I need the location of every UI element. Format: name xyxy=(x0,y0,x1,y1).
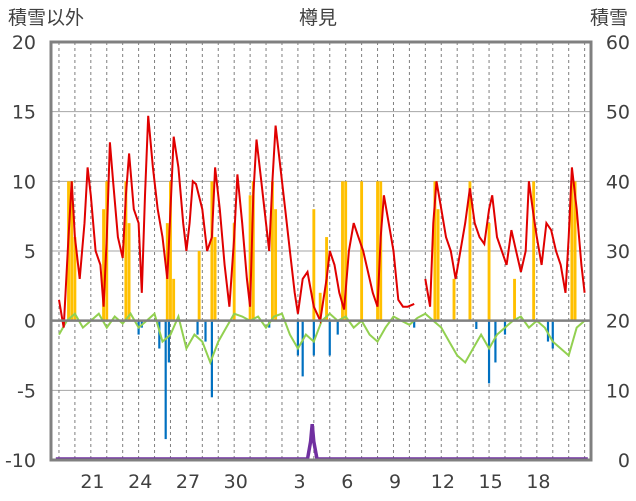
negative-bar xyxy=(328,320,331,356)
x-tick-label: 24 xyxy=(128,471,152,493)
chart-title: 樽見 xyxy=(299,7,337,29)
precip-bar xyxy=(124,181,128,321)
left-tick-label: 20 xyxy=(12,32,36,54)
precip-bar xyxy=(318,292,322,321)
left-tick-label: -10 xyxy=(5,450,36,472)
precip-bar xyxy=(210,181,214,321)
right-tick-label: 40 xyxy=(606,171,630,193)
x-tick-label: 6 xyxy=(341,471,353,493)
precip-bar xyxy=(573,181,577,321)
precip-bar xyxy=(452,278,456,321)
temperature-line xyxy=(58,115,415,328)
right-tick-label: 20 xyxy=(606,311,630,333)
precip-bar xyxy=(102,209,105,321)
snow-depth-line xyxy=(55,424,588,461)
left-tick-label: -5 xyxy=(17,380,36,402)
right-tick-label: 50 xyxy=(606,102,630,124)
precip-bar xyxy=(70,181,74,321)
precip-bar xyxy=(169,181,172,321)
left-tick-label: 5 xyxy=(24,241,36,263)
plot-frame xyxy=(49,40,593,462)
precip-bar xyxy=(433,181,437,321)
precip-bar xyxy=(360,181,364,321)
temperature-line xyxy=(424,167,586,307)
precip-bar xyxy=(487,223,491,321)
negative-bar xyxy=(494,320,497,363)
tick-labels: -10 -5 0 5 10 15 20 0 10 20 30 40 50 60 21 24 27 30 3 6 9 12 1… xyxy=(5,32,630,493)
negative-bar xyxy=(312,320,315,356)
precip-bar xyxy=(197,251,201,321)
precip-bar xyxy=(513,278,516,321)
negative-bar xyxy=(204,320,207,342)
precip-bar xyxy=(232,223,236,321)
precip-bar xyxy=(376,181,379,321)
x-tick-label: 9 xyxy=(389,471,401,493)
negative-bar xyxy=(487,320,491,384)
precip-bar xyxy=(251,181,255,321)
axes xyxy=(49,40,593,462)
negative-bar xyxy=(196,320,199,335)
left-tick-label: 15 xyxy=(12,102,36,124)
negative-bar xyxy=(336,320,339,335)
negative-bar xyxy=(296,320,300,356)
right-tick-label: 10 xyxy=(606,380,630,402)
right-tick-label: 60 xyxy=(606,32,630,54)
right-axis-label: 積雪 xyxy=(590,7,628,29)
left-tick-label: 10 xyxy=(12,171,36,193)
precip-bar xyxy=(213,237,217,321)
precip-bar xyxy=(274,209,278,321)
precip-bar xyxy=(312,209,316,321)
right-tick-label: 0 xyxy=(618,450,630,472)
x-tick-label: 30 xyxy=(224,471,248,493)
negative-bar xyxy=(475,320,478,330)
precip-bar xyxy=(532,181,536,321)
precip-bar xyxy=(127,223,131,321)
precip-bar xyxy=(73,237,77,321)
precip-bar xyxy=(468,181,472,321)
precip-bar xyxy=(436,209,440,321)
negative-bar xyxy=(301,320,304,377)
precip-bar xyxy=(248,195,252,321)
negative-bar xyxy=(158,320,161,349)
precip-bar xyxy=(341,181,344,321)
right-tick-label: 30 xyxy=(606,241,630,263)
negative-bar xyxy=(551,320,554,349)
precip-bar xyxy=(270,181,274,321)
negative-bar xyxy=(164,320,167,440)
precip-bar xyxy=(344,181,348,321)
left-axis-label: 積雪以外 xyxy=(8,7,84,29)
x-tick-label: 3 xyxy=(293,471,305,493)
x-tick-label: 15 xyxy=(479,471,503,493)
x-tick-label: 12 xyxy=(431,471,455,493)
negative-bar xyxy=(546,320,550,342)
negative-bar xyxy=(167,320,170,363)
series-lines xyxy=(55,115,588,461)
grid xyxy=(51,42,591,460)
x-tick-label: 21 xyxy=(80,471,104,493)
precip-bar xyxy=(172,278,176,321)
x-tick-label: 18 xyxy=(526,471,550,493)
x-tick-label: 27 xyxy=(176,471,200,493)
left-tick-label: 0 xyxy=(24,311,36,333)
precip-bar xyxy=(570,181,574,321)
negative-bar xyxy=(413,320,416,328)
